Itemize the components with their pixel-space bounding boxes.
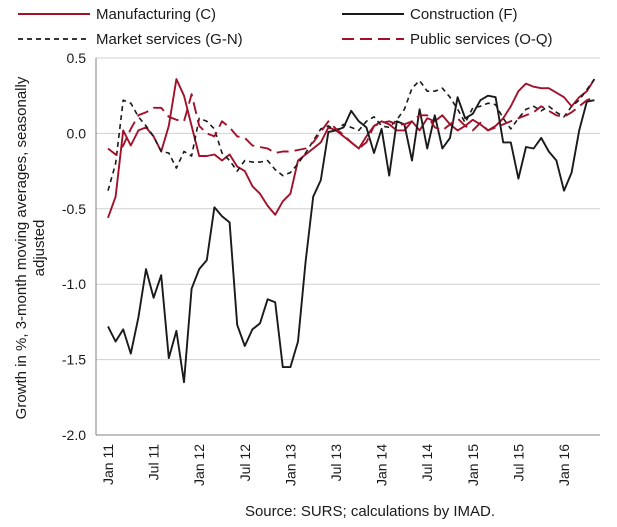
series-line-market-services-g-n: [107, 78, 596, 191]
y-axis-title: Growth in %, 3-month moving averages, se…: [13, 76, 48, 419]
series-line-manufacturing-c: [107, 78, 596, 219]
legend-label-construction: Construction (F): [410, 6, 518, 23]
y-tick-label: -0.5: [62, 201, 86, 217]
x-tick-label: Jan 11: [100, 444, 116, 485]
x-tick-label: Jul 12: [237, 444, 253, 482]
x-tick-label: Jan 16: [556, 444, 572, 486]
legend-label-manufacturing: Manufacturing (C): [96, 6, 216, 23]
y-tick-label: -1.5: [62, 352, 86, 368]
series-line-construction-f: [107, 94, 595, 384]
x-tick-label: Jan 13: [282, 444, 298, 486]
x-tick-label: Jan 12: [191, 444, 207, 486]
y-tick-label: 0.0: [67, 125, 87, 141]
x-axis-ticks: Jan 11 Jul 11 Jan 12 Jul 12 Jan 13 Jul 13 Jan …: [100, 444, 572, 486]
y-axis-ticks: 0.5 0.0 -0.5 -1.0 -1.5 -2.0: [62, 50, 86, 443]
y-tick-label: 0.5: [67, 50, 87, 66]
legend-label-public-services: Public services (O-Q): [410, 31, 553, 48]
series-line-public-services-o-q: [107, 93, 595, 156]
x-tick-label: Jan 14: [374, 444, 390, 486]
y-tick-label: -2.0: [62, 427, 86, 443]
y-axis-title-line-2: adjusted: [31, 220, 48, 277]
y-tick-label: -1.0: [62, 276, 86, 292]
legend-label-market-services: Market services (G-N): [96, 31, 243, 48]
x-tick-label: Jul 11: [146, 444, 162, 481]
legend: Manufacturing (C) Construction (F) Marke…: [18, 6, 553, 48]
x-tick-label: Jan 15: [465, 444, 481, 486]
gridlines: [96, 57, 600, 361]
x-tick-label: Jul 14: [419, 444, 435, 482]
x-tick-label: Jul 15: [510, 444, 526, 482]
x-tick-label: Jul 13: [328, 444, 344, 482]
series-lines: [107, 78, 596, 384]
source-note: Source: SURS; calculations by IMAD.: [245, 503, 495, 520]
y-axis-title-line-1: Growth in %, 3-month moving averages, se…: [13, 76, 30, 419]
